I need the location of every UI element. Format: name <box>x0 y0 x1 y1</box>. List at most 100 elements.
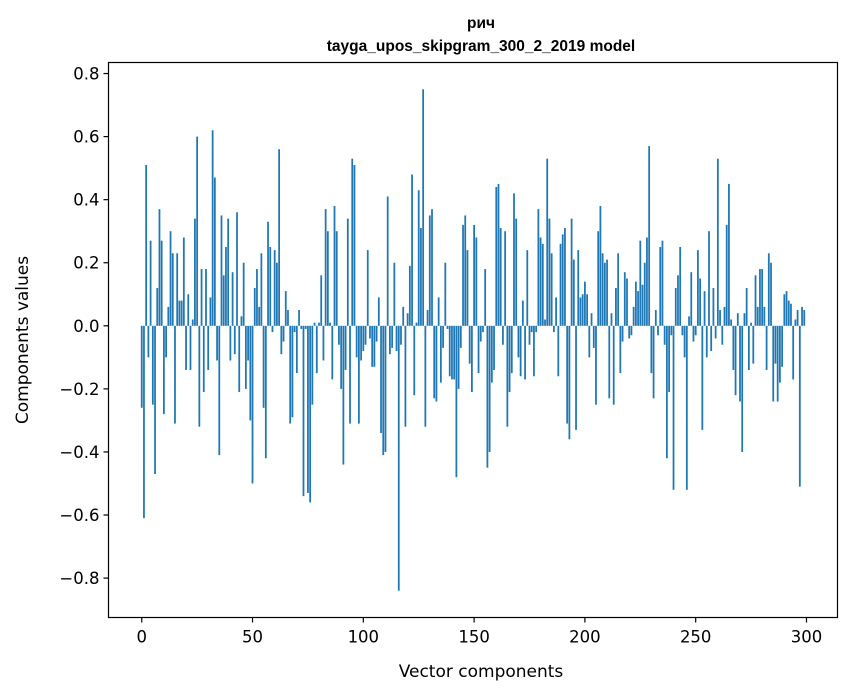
bar-282 <box>765 325 768 370</box>
bar-117 <box>400 325 402 345</box>
bar-162 <box>499 228 502 326</box>
bar-190 <box>561 234 564 326</box>
y-tick-label: 0.0 <box>73 317 99 336</box>
bar-185 <box>550 253 553 326</box>
bar-230 <box>650 325 653 374</box>
bar-296 <box>796 310 799 326</box>
bar-128 <box>424 325 427 427</box>
bar-225 <box>639 240 642 326</box>
bar-36 <box>220 215 223 326</box>
bar-149 <box>471 325 473 393</box>
bar-298 <box>801 306 803 326</box>
bar-141 <box>453 325 456 380</box>
bar-136 <box>442 325 444 348</box>
bar-65 <box>284 291 287 326</box>
bar-104 <box>371 325 374 367</box>
bar-202 <box>588 325 591 358</box>
bar-214 <box>615 287 617 326</box>
bar-267 <box>732 325 735 370</box>
bar-181 <box>541 243 544 326</box>
bar-30 <box>207 325 210 370</box>
bar-277 <box>754 275 757 326</box>
bar-4 <box>149 240 152 326</box>
bar-69 <box>293 325 296 333</box>
bar-76 <box>309 325 312 503</box>
bar-201 <box>586 294 588 326</box>
bar-22 <box>189 325 192 370</box>
bar-261 <box>719 310 721 326</box>
x-tick-label: 200 <box>569 628 601 647</box>
bar-254 <box>703 291 706 326</box>
bar-173 <box>524 325 526 380</box>
title-line-1: рич <box>467 15 495 32</box>
bar-235 <box>661 240 664 326</box>
bar-199 <box>581 294 584 326</box>
bar-24 <box>194 218 196 326</box>
bar-182 <box>544 319 546 326</box>
bar-153 <box>479 325 482 342</box>
y-tick-label: 0.8 <box>73 65 99 84</box>
bar-110 <box>384 325 387 452</box>
bar-47 <box>244 325 247 389</box>
bar-49 <box>249 325 252 421</box>
bar-226 <box>641 284 644 326</box>
bar-103 <box>369 325 371 339</box>
bar-3 <box>147 325 150 358</box>
bar-209 <box>603 262 606 326</box>
bar-140 <box>451 325 453 380</box>
bar-106 <box>375 325 378 342</box>
bar-80 <box>318 322 320 326</box>
bar-98 <box>358 325 360 424</box>
bar-89 <box>338 325 340 345</box>
bar-5 <box>151 325 154 405</box>
bar-87 <box>333 205 336 326</box>
bar-198 <box>579 297 582 326</box>
bar-20 <box>185 325 187 370</box>
bar-26 <box>198 325 201 427</box>
bar-263 <box>723 306 726 326</box>
bar-91 <box>342 325 345 465</box>
bar-161 <box>497 183 500 326</box>
bar-74 <box>304 325 307 329</box>
bar-124 <box>415 322 418 326</box>
bar-133 <box>435 325 438 402</box>
bar-186 <box>552 325 555 333</box>
bar-119 <box>404 325 407 427</box>
bar-135 <box>439 325 442 383</box>
bar-281 <box>763 306 766 326</box>
bar-83 <box>324 209 327 326</box>
bar-138 <box>446 325 449 329</box>
x-tick-label: 300 <box>791 628 823 647</box>
bar-167 <box>510 325 513 374</box>
bar-12 <box>167 306 170 326</box>
bar-295 <box>794 319 797 326</box>
bar-59 <box>271 325 274 333</box>
bar-272 <box>743 313 746 326</box>
bar-34 <box>216 325 218 361</box>
bar-191 <box>564 228 566 326</box>
bar-81 <box>320 275 323 326</box>
y-tick-label: 0.6 <box>73 128 99 147</box>
bar-27 <box>200 269 203 326</box>
bar-169 <box>515 218 518 326</box>
bar-210 <box>606 259 608 326</box>
bar-197 <box>577 250 580 326</box>
bar-156 <box>486 325 489 468</box>
x-tick-label: 50 <box>242 628 263 647</box>
bar-52 <box>256 269 258 326</box>
bar-73 <box>302 325 305 497</box>
bar-94 <box>349 325 351 424</box>
bar-200 <box>584 281 586 326</box>
bar-240 <box>672 325 675 490</box>
bar-86 <box>331 325 334 380</box>
bar-148 <box>468 325 471 364</box>
bar-179 <box>537 209 540 326</box>
bar-62 <box>278 149 280 326</box>
bar-40 <box>229 325 232 361</box>
bar-206 <box>597 231 600 326</box>
bar-203 <box>590 313 593 326</box>
bar-297 <box>798 325 801 487</box>
bar-31 <box>209 297 212 326</box>
bar-72 <box>300 325 303 329</box>
x-axis-label: Vector components <box>399 662 564 682</box>
